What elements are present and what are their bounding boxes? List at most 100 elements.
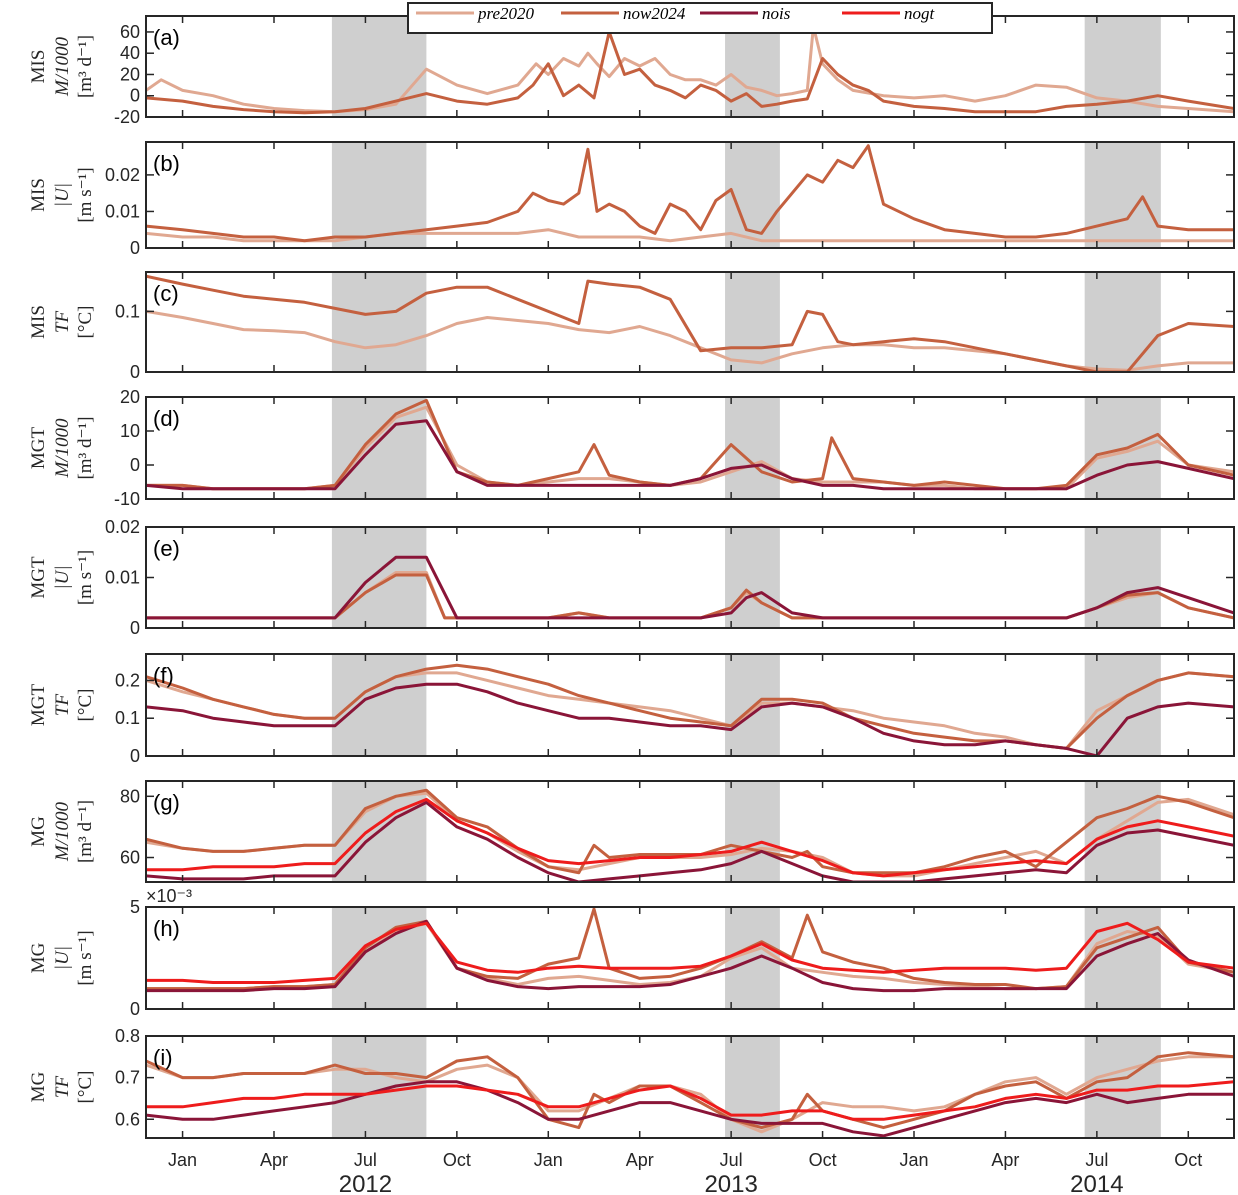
panel-g: 80 60 (g) MG M/1000 [m³ d⁻¹] (28, 780, 1235, 883)
y-axis-label: MIS TF [°C] (28, 305, 96, 339)
y-tick-label: -10 (114, 489, 140, 509)
y-tick-label: 20 (120, 64, 140, 84)
series-line-pre2020 (146, 405, 1234, 491)
series-line-nois (146, 1080, 1234, 1138)
y-tick-label: 20 (120, 387, 140, 407)
y-tick-label: 5 (130, 897, 140, 917)
panel-label: (f) (153, 663, 174, 688)
series-line-now2024 (146, 663, 1234, 750)
y-tick-label: 0 (130, 86, 140, 106)
y-axis-label: MG M/1000 [m³ d⁻¹] (28, 800, 96, 863)
y-tick-label: 80 (120, 786, 140, 806)
panel-frame (145, 526, 1235, 629)
shaded-period (1084, 272, 1161, 372)
y-tick-label: 0.6 (115, 1109, 140, 1129)
series-line-pre2020 (146, 228, 1234, 243)
series-line-nois (146, 555, 1234, 620)
year-label: 2012 (339, 1171, 392, 1195)
panel-frame (145, 396, 1235, 500)
series-line-now2024 (146, 274, 1234, 372)
y-tick-label: 0.1 (115, 301, 140, 321)
y-tick-label: 0 (130, 238, 140, 258)
shaded-period (331, 654, 427, 756)
y-tick-label: 0 (130, 362, 140, 382)
y-axis-label-line: |U| (52, 183, 73, 207)
panel-i: 0.8 0.7 0.6 (i) MG TF [°C] (28, 1026, 1235, 1139)
legend-box (407, 2, 993, 34)
y-axis-label-line: MIS (28, 305, 49, 339)
x-tick-label: Jan (899, 1150, 928, 1170)
y-exponent-label: ×10⁻³ (146, 886, 192, 906)
y-axis-label-line: [m s⁻¹] (75, 167, 96, 222)
y-axis-label-line: M/1000 (52, 36, 73, 97)
x-tick-label: Jul (1085, 1150, 1108, 1170)
series-line-pre2020 (146, 671, 1234, 750)
shaded-period (1084, 527, 1161, 628)
legend-label-now2024: now2024 (623, 4, 686, 23)
x-tick-label: Oct (809, 1150, 837, 1170)
year-label: 2013 (704, 1171, 757, 1195)
y-tick-label: 0.02 (105, 165, 140, 185)
x-axis: Jan Apr Jul Oct Jan Apr Jul Oct Jan Apr Jul Oct 2012… (168, 1150, 1202, 1195)
x-tick-label: Jul (720, 1150, 743, 1170)
panel-h: 5 0 (h) MG |U| [m s⁻¹] ×10⁻³ (28, 886, 1235, 1019)
shaded-period (331, 272, 427, 372)
y-axis-label-line: [°C] (75, 689, 96, 722)
y-axis-label: MGT TF [°C] (28, 684, 96, 727)
year-label: 2014 (1070, 1171, 1123, 1195)
panel-label: (a) (153, 25, 180, 50)
y-tick-label: 0.7 (115, 1068, 140, 1088)
y-axis-label-line: |U| (52, 946, 73, 970)
shaded-period (1084, 654, 1161, 756)
shaded-period (331, 527, 427, 628)
y-axis-label: MIS M/1000 [m³ d⁻¹] (28, 35, 96, 98)
series-line-pre2020 (146, 309, 1234, 372)
x-tick-label: Oct (443, 1150, 471, 1170)
panel-frame (145, 653, 1235, 757)
y-tick-label: 0.02 (105, 517, 140, 537)
y-axis-label-line: MGT (28, 427, 49, 470)
x-tick-label: Jan (168, 1150, 197, 1170)
y-tick-label: 0 (130, 746, 140, 766)
y-tick-label: 60 (120, 22, 140, 42)
series-line-nogt (146, 797, 1234, 878)
y-axis-label-line: MG (28, 816, 49, 847)
y-tick-label: 0.1 (115, 708, 140, 728)
series-line-pre2020 (146, 1055, 1234, 1134)
x-tick-label: Jul (354, 1150, 377, 1170)
panel-frame (145, 1035, 1235, 1139)
panel-e: 0.02 0.01 0 (e) MGT |U| [m s⁻¹] (28, 517, 1235, 638)
y-axis-label-line: M/1000 (52, 418, 73, 479)
x-tick-label: Apr (991, 1150, 1019, 1170)
panel-frame (145, 141, 1235, 249)
y-axis-label-line: MIS (28, 178, 49, 212)
series-line-now2024 (146, 30, 1234, 115)
x-tick-label: Apr (260, 1150, 288, 1170)
series-line-pre2020 (146, 571, 1234, 620)
y-tick-label: 10 (120, 421, 140, 441)
y-axis-label: MG TF [°C] (28, 1071, 96, 1104)
y-axis-label-line: [m s⁻¹] (75, 930, 96, 985)
legend-label-pre2020: pre2020 (477, 4, 535, 23)
y-axis-label-line: M/1000 (52, 801, 73, 862)
y-tick-label: 0.8 (115, 1026, 140, 1046)
shaded-period (331, 907, 427, 1009)
y-tick-label: 0 (130, 455, 140, 475)
shaded-period (725, 272, 780, 372)
series-line-now2024 (146, 1051, 1234, 1130)
series-line-nois (146, 419, 1234, 491)
y-tick-label: 0 (130, 999, 140, 1019)
y-axis-label-line: [°C] (75, 306, 96, 339)
panel-c: 0.1 0 (c) MIS TF [°C] (28, 271, 1235, 382)
shaded-period (725, 781, 780, 882)
y-tick-label: 60 (120, 848, 140, 868)
y-axis-label: MGT M/1000 [m³ d⁻¹] (28, 416, 96, 479)
y-axis-label-line: MG (28, 1071, 49, 1102)
series-line-nois (146, 800, 1234, 882)
y-axis-label-line: MGT (28, 556, 49, 599)
panel-label: (d) (153, 406, 180, 431)
y-axis-label-line: [m³ d⁻¹] (75, 35, 96, 98)
x-tick-label: Jan (534, 1150, 563, 1170)
panel-f: 0.2 0.1 0 (f) MGT TF [°C] (28, 653, 1235, 766)
